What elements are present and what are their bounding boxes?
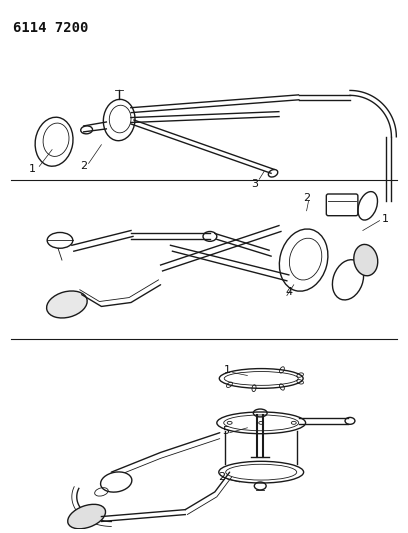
- Text: 1: 1: [29, 164, 36, 174]
- Ellipse shape: [101, 472, 132, 492]
- Text: 4: 4: [285, 287, 293, 297]
- Text: 2: 2: [80, 161, 87, 172]
- Text: 5: 5: [222, 426, 229, 436]
- Ellipse shape: [81, 126, 93, 134]
- Text: 3: 3: [251, 179, 258, 189]
- Text: 1: 1: [224, 365, 231, 375]
- FancyBboxPatch shape: [326, 194, 358, 216]
- Text: 6114 7200: 6114 7200: [13, 21, 88, 35]
- Text: 2: 2: [218, 472, 225, 482]
- Ellipse shape: [47, 291, 87, 318]
- Ellipse shape: [354, 245, 378, 276]
- Text: 2: 2: [303, 193, 310, 203]
- Ellipse shape: [68, 504, 106, 529]
- Text: 1: 1: [382, 214, 389, 224]
